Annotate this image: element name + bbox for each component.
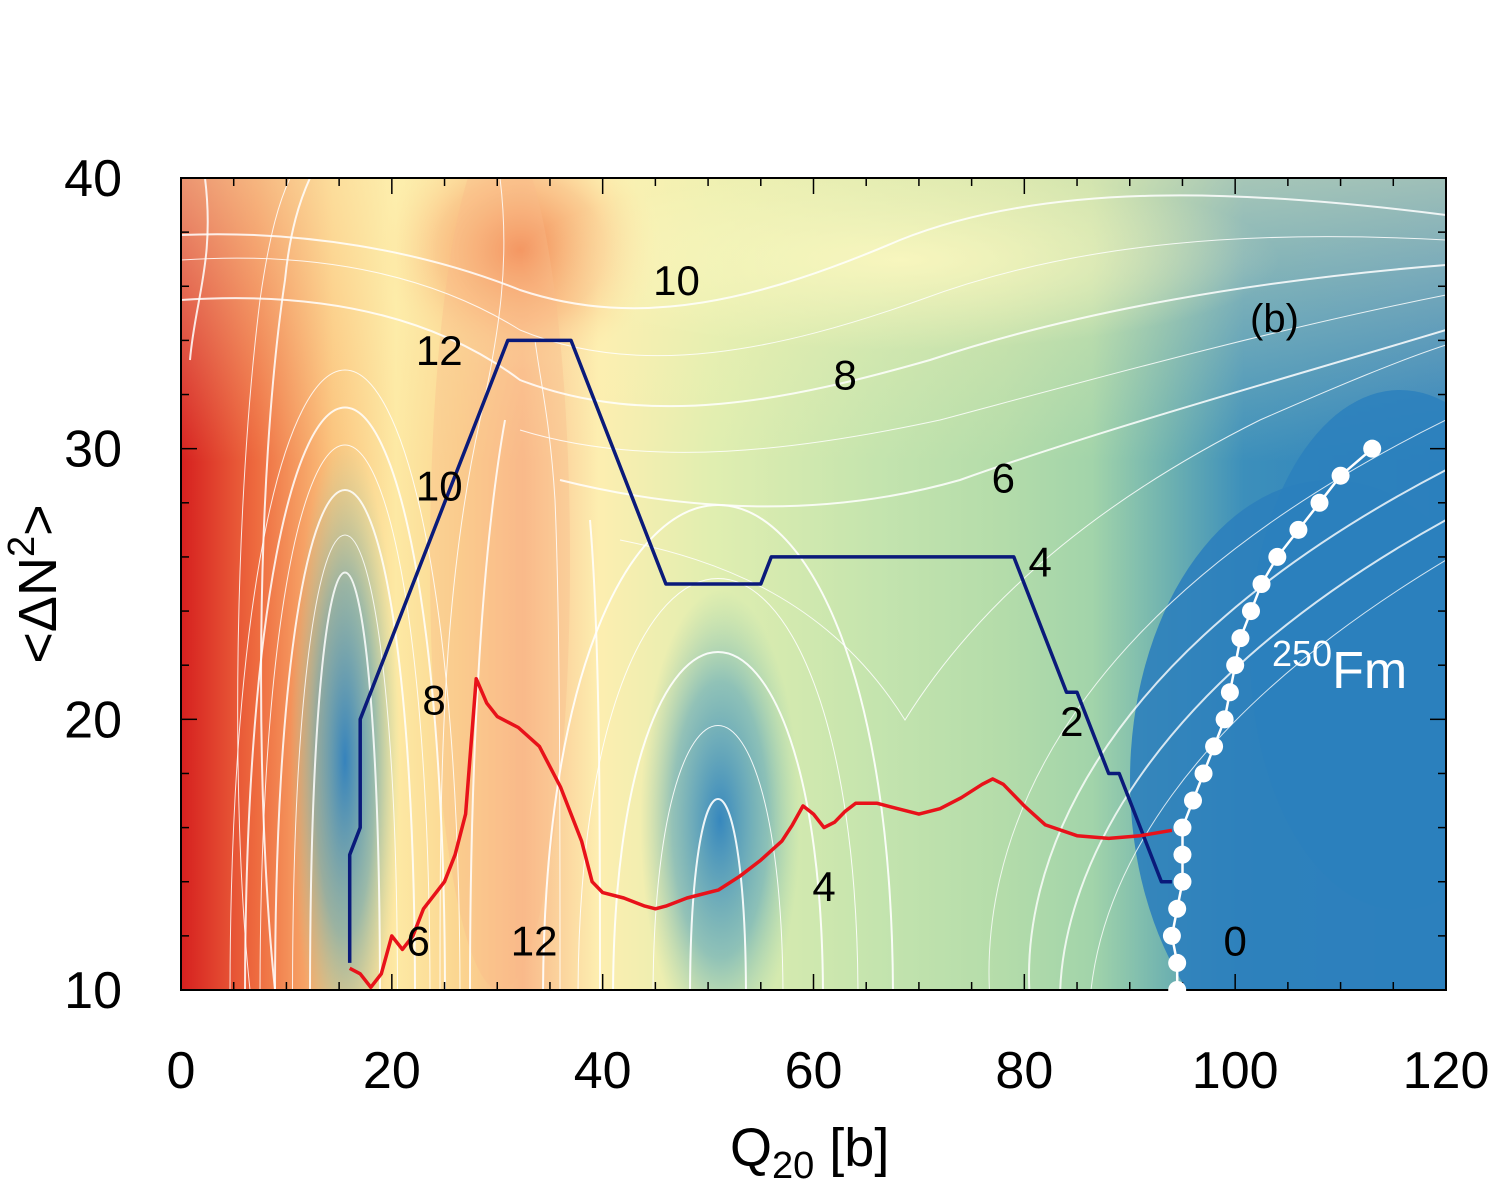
scission-line <box>1162 439 1382 999</box>
contour-label: 10 <box>653 257 700 304</box>
y-tick-label: 20 <box>64 691 122 749</box>
contour-line <box>439 178 505 990</box>
contour-line <box>689 798 747 990</box>
y-tick-label: 10 <box>64 962 122 1020</box>
contour-line <box>181 264 1446 408</box>
contour-line <box>577 578 859 990</box>
contour-line <box>260 178 311 990</box>
contour-line <box>181 194 1446 310</box>
contour-line <box>988 419 1446 990</box>
contour-line <box>519 294 1446 453</box>
scission-point <box>1173 845 1192 864</box>
contour-label: 0 <box>1223 917 1246 964</box>
y-axis-title-sup: 2 <box>1 536 43 557</box>
contour-line <box>181 236 1446 357</box>
contour-line <box>534 339 561 990</box>
scission-point <box>1173 872 1192 891</box>
contour-label: 6 <box>407 917 430 964</box>
scission-point <box>1168 953 1187 972</box>
scission-point <box>1268 547 1287 566</box>
scission-point <box>1310 493 1329 512</box>
contour-label: 6 <box>992 454 1015 501</box>
contour-line <box>292 534 398 990</box>
contour-line <box>559 329 1446 508</box>
scission-point <box>1226 656 1245 675</box>
contour-line <box>1028 469 1446 990</box>
x-tick-label: 60 <box>785 1042 843 1100</box>
nucleus-mass-number: 250 <box>1272 633 1332 674</box>
y-axis-title: <ΔN2> <box>1 504 68 663</box>
y-tick-label: 30 <box>64 421 122 479</box>
contour-label: 12 <box>416 327 463 374</box>
contour-label: 12 <box>511 917 558 964</box>
contour-line <box>652 725 784 990</box>
scission-point <box>1205 737 1224 756</box>
x-tick-label: 80 <box>995 1042 1053 1100</box>
contour-line <box>612 651 824 990</box>
axis-ticks <box>180 177 1447 991</box>
nucleus-label: 250Fm <box>1272 633 1407 700</box>
scission-point <box>1194 764 1213 783</box>
contour-line <box>619 344 1446 721</box>
scission-point <box>1173 818 1192 837</box>
series-path <box>348 676 1173 990</box>
x-axis-tick-labels: 0 20 40 60 80 100 120 <box>167 1042 1490 1100</box>
scission-point <box>1168 981 1187 999</box>
contour-line <box>1059 519 1446 990</box>
contour-label: 8 <box>833 352 856 399</box>
scission-point <box>1184 791 1202 810</box>
x-axis-title-sub: 20 <box>772 1145 814 1179</box>
scission-point <box>1331 466 1350 485</box>
y-axis-title-open: <ΔN <box>8 557 68 664</box>
y-tick-label: 40 <box>64 150 122 208</box>
contour-label: 8 <box>422 676 445 723</box>
contour-line <box>189 178 209 361</box>
contour-label: 2 <box>1060 698 1083 745</box>
contour-line <box>274 489 416 990</box>
scission-point <box>1162 926 1181 945</box>
scission-point <box>1241 602 1260 621</box>
x-tick-label: 0 <box>167 1042 196 1100</box>
contour-line <box>244 406 446 990</box>
x-tick-label: 120 <box>1403 1042 1490 1100</box>
contour-label: 4 <box>1028 538 1051 585</box>
contour-line <box>259 444 431 990</box>
x-tick-label: 40 <box>574 1042 632 1100</box>
x-axis-title-unit: [b] <box>814 1118 889 1178</box>
scission-point <box>1215 710 1234 729</box>
x-tick-label: 100 <box>1192 1042 1279 1100</box>
x-axis-title: Q20 [b] <box>730 1118 889 1179</box>
contour-line <box>229 369 461 990</box>
scission-point <box>1231 629 1250 648</box>
x-tick-label: 20 <box>363 1042 421 1100</box>
y-axis-tick-labels: 10 20 30 40 <box>64 150 122 1020</box>
contour-label: 10 <box>416 463 463 510</box>
x-axis-title-main: Q <box>730 1118 772 1178</box>
scission-point <box>1168 899 1187 918</box>
contour-label: 4 <box>812 863 835 910</box>
contour-line <box>1090 559 1446 990</box>
panel-label: (b) <box>1250 297 1299 341</box>
scission-point <box>1220 683 1239 702</box>
nucleus-symbol: Fm <box>1332 642 1407 700</box>
contour-line <box>589 519 601 990</box>
contour-line <box>237 178 291 990</box>
energy-surface-background <box>181 178 1446 990</box>
scission-point <box>1289 520 1308 539</box>
scission-point <box>1363 439 1382 458</box>
paths-layer <box>347 338 1173 990</box>
y-axis-title-close: > <box>8 504 68 536</box>
scission-point <box>1252 575 1271 593</box>
contour-line <box>309 571 381 990</box>
contour-lines <box>181 178 1446 990</box>
series-path <box>347 338 1172 963</box>
